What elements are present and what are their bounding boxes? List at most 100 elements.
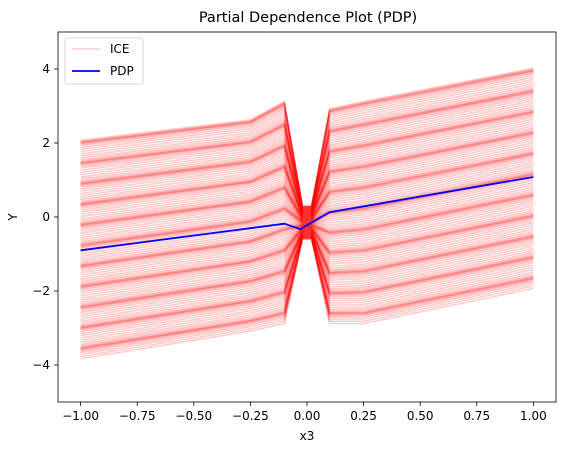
ice-line: [80, 106, 534, 213]
ice-line: [80, 158, 534, 232]
y-axis-label: Y: [6, 213, 20, 222]
ice-line: [80, 201, 534, 274]
ice-line: [80, 154, 534, 228]
ice-line: [80, 76, 534, 209]
ice-line: [80, 104, 534, 213]
ice-line: [80, 229, 534, 304]
ice-line: [80, 89, 534, 211]
ice-line: [80, 237, 534, 354]
ice-line: [80, 175, 534, 248]
ice-line: [80, 165, 534, 239]
ice-line: [80, 69, 534, 208]
ice-line: [80, 87, 534, 210]
ice-line: [80, 178, 534, 251]
legend: ICE PDP: [64, 37, 144, 85]
ice-line: [80, 161, 534, 234]
chart-title: Partial Dependence Plot (PDP): [199, 10, 417, 26]
ice-line: [80, 232, 534, 320]
ice-line: [80, 231, 534, 314]
ice-line: [80, 213, 534, 287]
ice-line: [80, 237, 534, 351]
x-tick-label: 0.50: [407, 409, 434, 423]
x-tick-label: 1.00: [520, 409, 547, 423]
ice-line: [80, 110, 534, 214]
ice-line: [80, 74, 534, 209]
ice-line: [80, 127, 534, 216]
ice-line: [80, 232, 534, 318]
y-tick-label: 0: [42, 210, 50, 224]
ice-line: [80, 111, 534, 214]
ice-line: [80, 235, 534, 339]
x-axis: −1.00 −0.75 −0.50 −0.25 0.00 0.25 0.50 0.75 1.00: [62, 402, 547, 423]
ice-line: [80, 234, 534, 335]
pdp-line: [80, 176, 534, 252]
ice-line: [80, 231, 534, 310]
ice-line: [80, 229, 534, 305]
ice-line: [80, 232, 534, 324]
ice-line: [80, 99, 534, 212]
ice-line: [80, 231, 534, 316]
ice-line: [80, 83, 534, 210]
ice-line: [80, 230, 534, 307]
ice-line: [80, 218, 534, 291]
ice-line: [80, 214, 534, 287]
ice-line: [80, 153, 534, 227]
ice-line: [80, 150, 534, 223]
ice-line: [80, 188, 534, 262]
ice-line: [80, 163, 534, 236]
ice-line: [80, 237, 534, 352]
ice-line: [80, 216, 534, 289]
ice-line: [80, 233, 534, 328]
ice-line: [80, 97, 534, 212]
x-axis-label: x3: [300, 429, 315, 443]
ice-line: [80, 233, 534, 329]
ice-line: [80, 173, 534, 247]
ice-line: [80, 233, 534, 327]
ice-line: [80, 113, 534, 215]
ice-line: [80, 91, 534, 211]
ice-line: [80, 93, 534, 212]
y-tick-label: 4: [42, 62, 50, 76]
ice-line: [80, 231, 534, 312]
ice-line: [80, 92, 534, 212]
ice-line: [80, 118, 534, 215]
ice-line: [80, 108, 534, 213]
ice-line: [80, 238, 534, 360]
legend-ice-label: ICE: [110, 42, 130, 56]
ice-line: [80, 235, 534, 341]
ice-line: [80, 169, 534, 243]
ice-line: [80, 70, 534, 208]
x-tick-label: −0.75: [119, 409, 156, 423]
ice-line: [80, 228, 534, 302]
ice-line: [80, 234, 534, 333]
ice-line: [80, 130, 534, 217]
ice-line: [80, 123, 534, 216]
ice-line: [80, 152, 534, 226]
ice-line: [80, 67, 534, 207]
ice-line: [80, 78, 534, 209]
ice-line: [80, 146, 534, 220]
ice-line: [80, 235, 534, 337]
ice-line: [80, 90, 534, 211]
ice-line: [80, 226, 534, 299]
ice-line: [80, 148, 534, 222]
x-tick-label: 0.75: [463, 409, 490, 423]
ice-line: [80, 234, 534, 331]
ice-line: [80, 186, 534, 260]
ice-line: [80, 207, 534, 281]
x-tick-label: −0.50: [175, 409, 212, 423]
ice-line: [80, 81, 534, 210]
ice-line: [80, 132, 534, 217]
ice-line: [80, 237, 534, 355]
ice-line: [80, 137, 534, 218]
ice-line: [80, 232, 534, 323]
ice-line: [80, 131, 534, 217]
ice-line: [80, 237, 534, 350]
ice-line: [80, 91, 534, 211]
ice-line: [80, 212, 534, 286]
ice-line: [80, 90, 534, 211]
ice-line: [80, 110, 534, 214]
ice-line: [80, 134, 534, 218]
ice-line: [80, 69, 534, 208]
ice-line: [80, 205, 534, 278]
